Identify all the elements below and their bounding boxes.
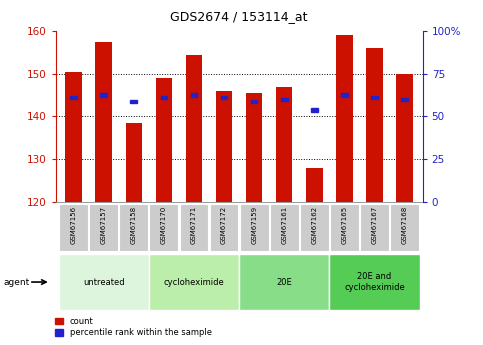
Text: GSM67172: GSM67172 <box>221 206 227 244</box>
Bar <box>210 204 239 252</box>
Text: GSM67157: GSM67157 <box>100 206 107 244</box>
Bar <box>270 204 298 252</box>
Text: agent: agent <box>4 277 30 287</box>
Text: untreated: untreated <box>83 277 125 287</box>
Bar <box>59 204 88 252</box>
Bar <box>360 204 389 252</box>
Bar <box>330 204 359 252</box>
Text: GDS2674 / 153114_at: GDS2674 / 153114_at <box>170 10 308 23</box>
Text: GSM67170: GSM67170 <box>161 206 167 244</box>
Bar <box>89 204 118 252</box>
Text: cycloheximide: cycloheximide <box>164 277 224 287</box>
Bar <box>396 74 413 202</box>
Legend: count, percentile rank within the sample: count, percentile rank within the sample <box>55 317 212 337</box>
Bar <box>185 55 202 202</box>
Bar <box>65 72 82 202</box>
Bar <box>58 254 149 310</box>
Bar <box>100 93 107 97</box>
Bar <box>180 204 208 252</box>
Bar <box>160 96 167 99</box>
Text: GSM67162: GSM67162 <box>312 206 317 244</box>
Bar <box>119 204 148 252</box>
Bar <box>371 96 378 99</box>
Bar <box>130 100 137 103</box>
Bar <box>149 204 178 252</box>
Text: 20E and
cycloheximide: 20E and cycloheximide <box>344 272 405 292</box>
Text: GSM67159: GSM67159 <box>251 206 257 244</box>
Bar <box>246 93 262 202</box>
Text: GSM67161: GSM67161 <box>281 206 287 244</box>
Bar <box>336 35 353 202</box>
Bar <box>366 48 383 202</box>
Bar <box>329 254 420 310</box>
Text: 20E: 20E <box>276 277 292 287</box>
Bar <box>251 100 257 103</box>
Bar <box>96 42 112 202</box>
Bar <box>281 98 287 101</box>
Bar <box>191 93 197 97</box>
Bar <box>156 78 172 202</box>
Bar <box>300 204 329 252</box>
Text: GSM67168: GSM67168 <box>401 206 408 244</box>
Bar <box>221 96 227 99</box>
Bar <box>240 204 269 252</box>
Bar <box>306 168 323 202</box>
Bar <box>216 91 232 202</box>
Text: GSM67167: GSM67167 <box>371 206 378 244</box>
Bar <box>341 93 348 97</box>
Bar <box>401 98 408 101</box>
Bar <box>276 87 293 202</box>
Text: GSM67165: GSM67165 <box>341 206 347 244</box>
Bar <box>390 204 419 252</box>
Bar <box>71 96 77 99</box>
Bar <box>149 254 239 310</box>
Bar <box>311 108 318 112</box>
Text: GSM67158: GSM67158 <box>131 206 137 244</box>
Bar <box>126 123 142 202</box>
Bar <box>239 254 329 310</box>
Text: GSM67171: GSM67171 <box>191 206 197 244</box>
Text: GSM67156: GSM67156 <box>71 206 77 244</box>
